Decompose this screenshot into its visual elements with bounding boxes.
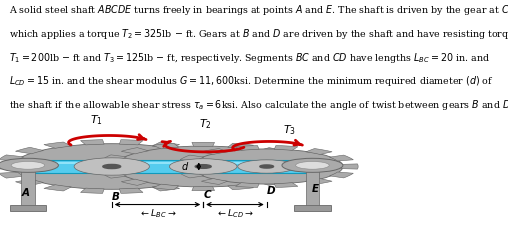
Wedge shape — [119, 140, 143, 145]
Circle shape — [282, 158, 343, 172]
Bar — [306, 169, 319, 205]
Wedge shape — [280, 172, 304, 178]
Text: A solid steel shaft $ABCDE$ turns freely in bearings at points $A$ and $E$. The : A solid steel shaft $ABCDE$ turns freely… — [9, 3, 508, 17]
Wedge shape — [180, 147, 208, 154]
Wedge shape — [44, 185, 72, 191]
Wedge shape — [201, 148, 228, 155]
Bar — [28, 160, 318, 173]
Text: $d$: $d$ — [181, 160, 189, 172]
Wedge shape — [201, 178, 228, 184]
Wedge shape — [341, 164, 358, 169]
Wedge shape — [0, 172, 24, 178]
Text: $T_2$: $T_2$ — [200, 118, 212, 131]
Bar — [21, 169, 35, 205]
Wedge shape — [192, 187, 214, 191]
Bar — [10, 205, 46, 211]
Wedge shape — [200, 155, 225, 161]
Bar — [294, 205, 331, 211]
Wedge shape — [180, 155, 204, 161]
Wedge shape — [102, 172, 126, 178]
Wedge shape — [121, 179, 148, 185]
Wedge shape — [175, 164, 193, 169]
Wedge shape — [258, 148, 285, 154]
Wedge shape — [258, 179, 285, 185]
Wedge shape — [180, 179, 208, 186]
Circle shape — [13, 144, 211, 189]
Wedge shape — [192, 142, 214, 146]
Wedge shape — [152, 185, 180, 191]
Wedge shape — [121, 148, 148, 154]
Bar — [28, 162, 318, 164]
Text: D: D — [267, 186, 275, 196]
Wedge shape — [280, 155, 304, 161]
Wedge shape — [330, 155, 354, 161]
Text: $\leftarrow L_{CD} \rightarrow$: $\leftarrow L_{CD} \rightarrow$ — [216, 208, 254, 220]
Text: $T_1 = 200$lb $-$ ft and $T_3 = 125$lb $-$ ft, respectively. Segments $BC$ and $: $T_1 = 200$lb $-$ ft and $T_3 = 125$lb $… — [9, 51, 490, 65]
Wedge shape — [15, 147, 44, 154]
Wedge shape — [209, 164, 229, 169]
Text: A: A — [21, 188, 29, 198]
Text: which applies a torque $T_2 = 325$lb $-$ ft. Gears at $B$ and $D$ are driven by : which applies a torque $T_2 = 325$lb $-$… — [9, 27, 508, 41]
Text: $\leftarrow L_{BC} \rightarrow$: $\leftarrow L_{BC} \rightarrow$ — [139, 208, 176, 220]
Wedge shape — [228, 184, 253, 190]
Circle shape — [11, 162, 45, 169]
Wedge shape — [0, 155, 24, 161]
Circle shape — [103, 164, 121, 169]
Wedge shape — [153, 184, 179, 190]
Wedge shape — [180, 172, 204, 178]
Wedge shape — [15, 179, 44, 186]
Circle shape — [74, 158, 149, 175]
Wedge shape — [81, 140, 104, 145]
Text: $T_1$: $T_1$ — [90, 113, 103, 127]
Wedge shape — [274, 146, 298, 150]
Wedge shape — [290, 164, 308, 169]
Text: the shaft if the allowable shear stress $\tau_a = 6$ksi. Also calculate the angl: the shaft if the allowable shear stress … — [9, 98, 508, 112]
Wedge shape — [306, 178, 332, 184]
Circle shape — [114, 146, 292, 187]
Wedge shape — [0, 164, 15, 169]
Text: $T_3$: $T_3$ — [283, 123, 296, 137]
Circle shape — [190, 149, 343, 184]
Wedge shape — [306, 148, 332, 155]
Wedge shape — [330, 172, 354, 178]
Wedge shape — [102, 155, 126, 161]
Wedge shape — [98, 164, 116, 169]
Circle shape — [170, 159, 237, 174]
Wedge shape — [152, 142, 180, 148]
Wedge shape — [236, 183, 259, 187]
Circle shape — [296, 162, 329, 169]
Wedge shape — [153, 143, 179, 149]
Wedge shape — [200, 172, 225, 178]
Text: B: B — [112, 192, 120, 202]
Text: $L_{CD} = 15$ in. and the shear modulus $G = 11, 600$ksi. Determine the minimum : $L_{CD} = 15$ in. and the shear modulus … — [9, 74, 494, 88]
Circle shape — [260, 165, 273, 168]
Wedge shape — [81, 188, 104, 193]
Wedge shape — [236, 146, 259, 150]
Wedge shape — [119, 188, 143, 193]
Wedge shape — [44, 142, 72, 148]
Text: E: E — [311, 184, 319, 194]
Circle shape — [195, 165, 211, 168]
Wedge shape — [228, 143, 253, 149]
Circle shape — [238, 160, 296, 173]
Wedge shape — [274, 183, 298, 187]
Circle shape — [0, 158, 58, 172]
Text: C: C — [203, 190, 211, 200]
